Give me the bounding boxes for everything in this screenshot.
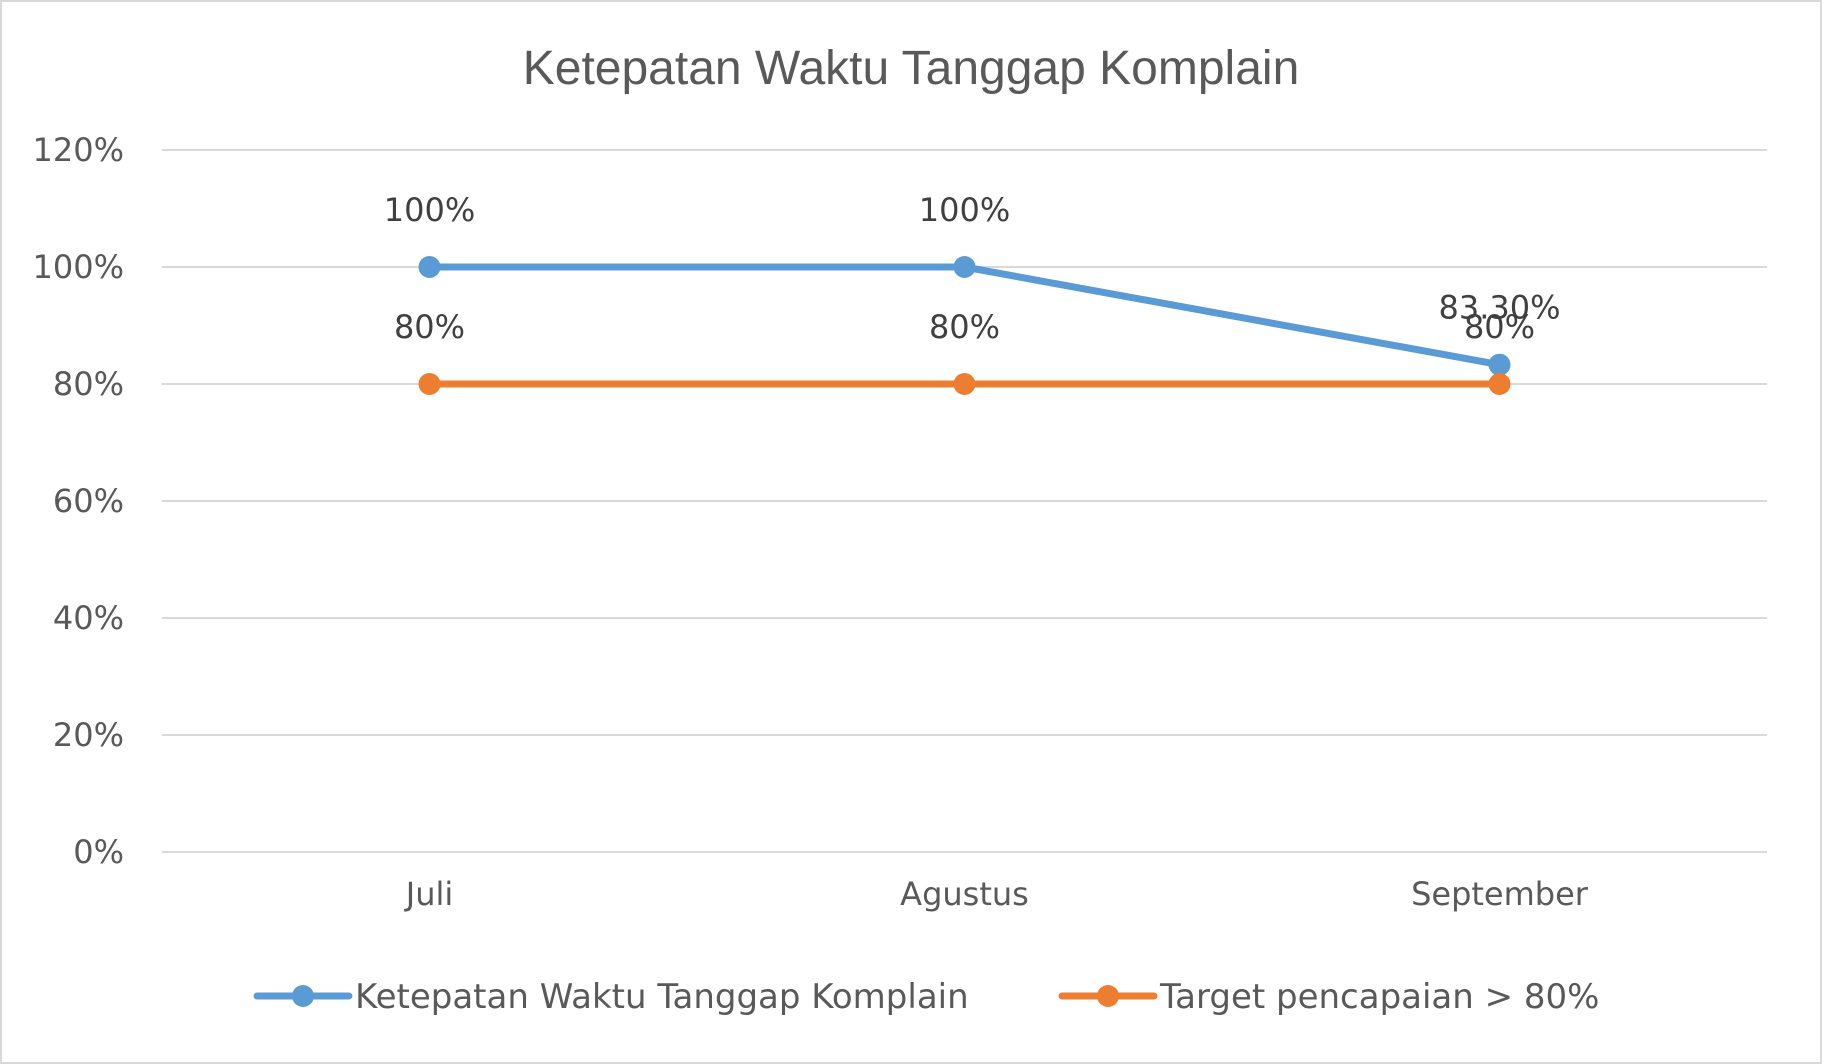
y-tick-label: 40%: [53, 599, 124, 637]
y-tick-label: 120%: [33, 131, 124, 169]
series-1-point: [1488, 353, 1511, 376]
x-tick-label: September: [1411, 875, 1589, 913]
series-lines: [418, 256, 1511, 395]
y-axis-ticks: 0% 20% 40% 60% 80% 100% 120%: [33, 131, 124, 871]
y-tick-label: 80%: [53, 365, 124, 403]
series-2-point: [953, 373, 976, 395]
legend-label-2: Target pencapaian > 80%: [1159, 977, 1600, 1017]
legend-marker-2: [1097, 985, 1119, 1007]
series-2-data-label: 80%: [394, 308, 465, 346]
data-labels: 100% 100%83.30%80% 80% 80%: [384, 191, 1561, 346]
series-2-point: [418, 373, 441, 395]
y-tick-label: 60%: [53, 482, 124, 520]
x-tick-label: Agustus: [900, 875, 1029, 913]
legend-marker-1: [292, 985, 314, 1007]
chart-title: Ketepatan Waktu Tanggap Komplain: [523, 42, 1300, 95]
series-2-data-label: 80%: [929, 308, 1000, 346]
y-tick-label: 20%: [53, 716, 124, 754]
legend: Ketepatan Waktu Tanggap Komplain Target p…: [253, 977, 1600, 1017]
y-tick-label: 100%: [33, 248, 124, 286]
series-1-data-label: 100%: [384, 191, 475, 229]
series-1-data-label: 83.30%: [1438, 289, 1560, 327]
gridlines: [162, 149, 1767, 853]
series-1-point: [953, 256, 976, 278]
series-2-point: [1488, 373, 1511, 395]
series-1-point: [418, 256, 441, 278]
x-tick-label: Juli: [404, 875, 454, 913]
x-axis-ticks: Juli Agustus September: [404, 875, 1589, 913]
legend-label-1: Ketepatan Waktu Tanggap Komplain: [355, 977, 969, 1017]
y-tick-label: 0%: [73, 833, 124, 871]
series-1-data-label: 100%: [919, 191, 1010, 229]
series-2-data-label: 80%: [1464, 308, 1535, 346]
